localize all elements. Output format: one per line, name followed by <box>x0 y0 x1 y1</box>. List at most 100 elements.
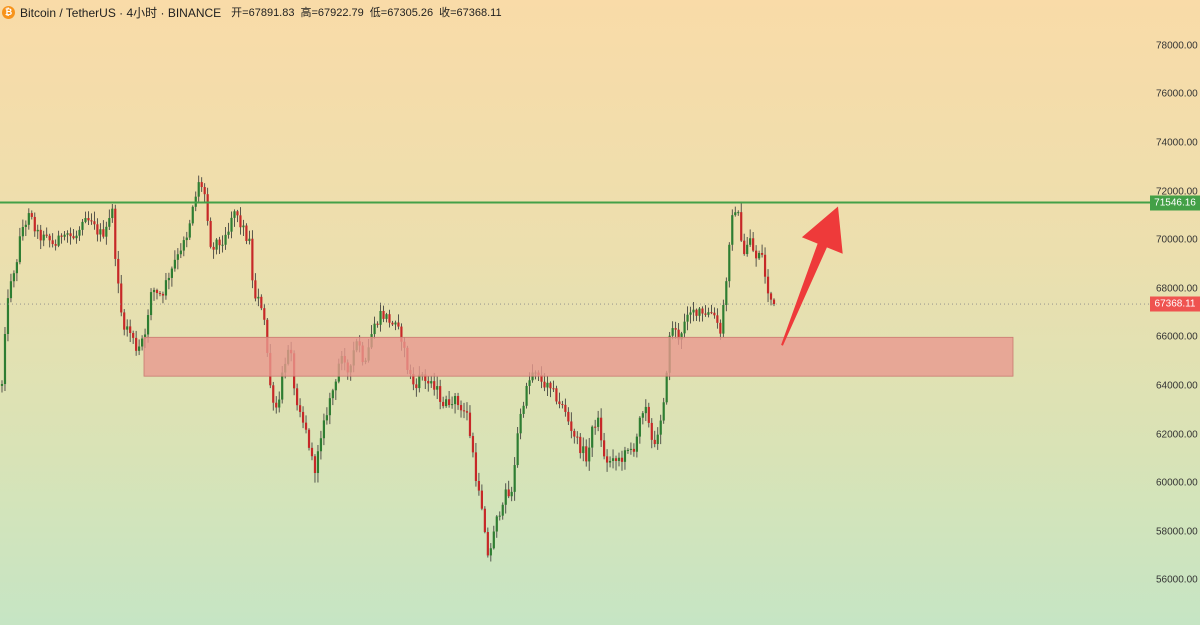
candle <box>757 250 761 260</box>
candle <box>430 375 433 388</box>
candle <box>701 306 704 322</box>
candle-body <box>552 388 555 390</box>
candle-body <box>597 417 600 427</box>
candle-body <box>617 457 621 461</box>
candle-body <box>710 312 713 314</box>
candle-body <box>474 452 478 481</box>
candle <box>304 415 308 434</box>
candle-body <box>3 334 7 385</box>
candle-body <box>415 384 418 389</box>
candle-body <box>57 235 60 246</box>
candle <box>588 437 591 471</box>
candle <box>313 454 317 483</box>
candle <box>558 392 561 409</box>
y-tick-label: 68000.00 <box>1156 283 1198 295</box>
candle <box>453 392 457 414</box>
candle-body <box>149 292 153 316</box>
candle-body <box>188 223 191 238</box>
candle-body <box>543 381 546 388</box>
candle <box>605 449 609 472</box>
candle <box>161 291 165 304</box>
candle <box>218 236 221 255</box>
candle <box>328 392 331 425</box>
candle-body <box>492 531 495 549</box>
candle <box>379 302 382 332</box>
candle-body <box>442 401 445 407</box>
candle <box>766 269 770 303</box>
candle-body <box>769 293 773 300</box>
candle-body <box>373 323 376 335</box>
candle-body <box>325 415 328 421</box>
candle <box>388 309 391 328</box>
candle <box>114 204 117 267</box>
upward-arrow <box>781 206 843 346</box>
candle-body <box>84 218 87 222</box>
candle <box>140 335 144 351</box>
candle <box>376 321 379 328</box>
candle-body <box>772 299 776 305</box>
candle-body <box>227 231 230 235</box>
candle <box>462 402 466 419</box>
candle <box>683 313 686 339</box>
candle-body <box>60 235 63 237</box>
candle <box>394 320 397 331</box>
candle-body <box>576 436 579 438</box>
candle <box>132 330 135 344</box>
candle-body <box>477 480 481 491</box>
candle-body <box>248 238 251 241</box>
candle <box>9 273 13 303</box>
candle-body <box>600 417 603 441</box>
candle-body <box>614 458 618 461</box>
candle-body <box>665 372 668 403</box>
candle <box>182 236 185 257</box>
candle <box>570 412 573 439</box>
candle <box>525 382 528 409</box>
candle-body <box>9 281 13 299</box>
candle <box>662 397 665 424</box>
candle <box>474 442 478 487</box>
candle-body <box>662 402 665 421</box>
candle-body <box>588 447 591 462</box>
candle-body <box>376 323 379 325</box>
candle <box>245 223 248 245</box>
candle <box>492 525 495 550</box>
candle <box>87 211 90 225</box>
candle <box>203 183 206 204</box>
candle <box>635 433 638 458</box>
candle-body <box>427 380 430 384</box>
candle <box>48 233 51 248</box>
candle <box>707 307 710 318</box>
candle <box>176 248 179 270</box>
candle <box>653 430 656 448</box>
candle <box>129 319 132 343</box>
candle <box>170 266 173 287</box>
candle-body <box>117 258 120 284</box>
y-tick-label: 58000.00 <box>1156 526 1198 538</box>
candle <box>397 314 400 330</box>
candle-body <box>558 401 561 405</box>
candle-body <box>12 273 16 282</box>
candle-body <box>549 382 552 389</box>
candle <box>45 227 48 238</box>
candle <box>331 388 334 406</box>
candle <box>111 204 114 223</box>
candle <box>78 226 81 242</box>
candle <box>686 306 689 331</box>
candle-body <box>525 385 528 406</box>
candle-body <box>242 225 245 228</box>
candle <box>191 205 194 226</box>
candle-body <box>99 229 102 235</box>
candle-body <box>495 516 498 532</box>
candle <box>755 245 758 267</box>
candle <box>126 319 129 337</box>
candle <box>573 428 576 444</box>
candle <box>513 457 516 501</box>
candle-body <box>24 224 27 227</box>
candle <box>310 442 314 461</box>
candle-body <box>656 434 659 445</box>
candle <box>227 222 230 239</box>
candle-body <box>167 277 171 281</box>
candle-body <box>439 386 442 402</box>
